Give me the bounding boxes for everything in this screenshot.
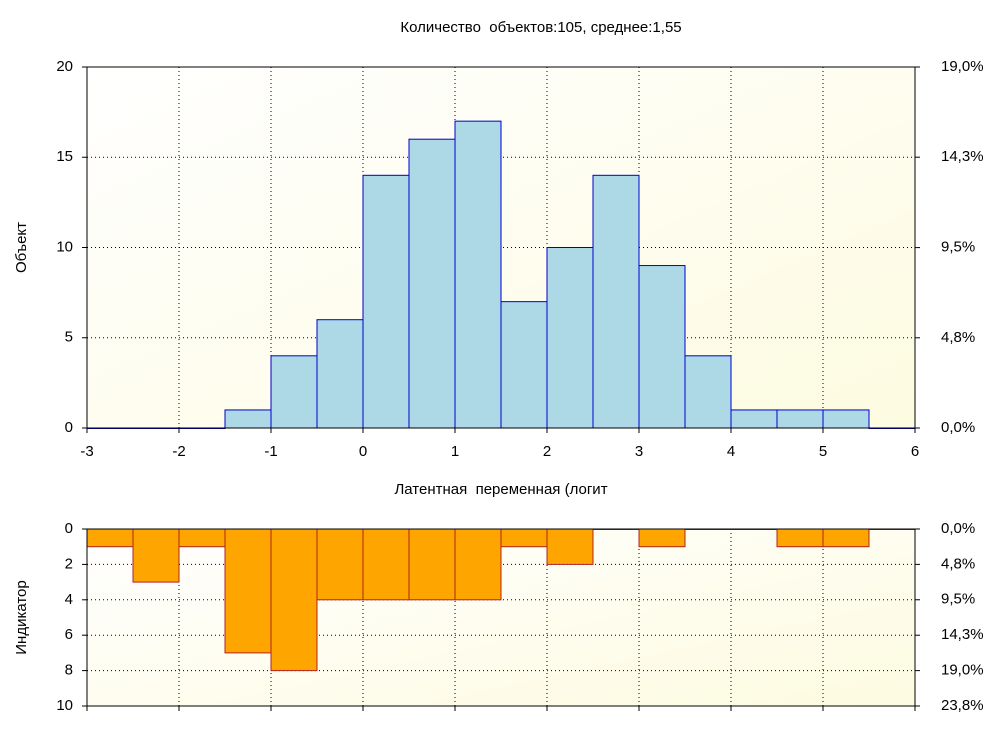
bar: [316, 528, 364, 601]
x-tick-label: 4: [727, 443, 735, 460]
bar: [730, 409, 778, 429]
bar: [270, 355, 318, 429]
y-axis-label: Индикатор: [13, 580, 30, 655]
bar: [546, 528, 594, 565]
bar: [638, 528, 686, 548]
x-tick-label: -1: [264, 443, 277, 460]
bar: [362, 528, 410, 601]
y2-tick-label: 9,5%: [941, 239, 975, 256]
bar: [592, 174, 640, 429]
y2-tick-label: 19,0%: [941, 662, 984, 679]
y-tick-label: 4: [65, 591, 73, 608]
x-tick-label: -2: [172, 443, 185, 460]
bar: [270, 528, 318, 672]
bar: [86, 528, 134, 548]
y2-tick-label: 0,0%: [941, 419, 975, 436]
plot-frame: [86, 528, 916, 707]
y-tick-label: 20: [56, 58, 73, 75]
bar: [500, 528, 548, 548]
y-tick-label: 10: [56, 238, 73, 255]
bar: [178, 528, 226, 548]
y2-tick-label: 0,0%: [941, 520, 975, 537]
bar: [500, 301, 548, 429]
y-tick-label: 8: [65, 662, 73, 679]
y-tick-label: 6: [65, 626, 73, 643]
x-tick-label: 0: [359, 443, 367, 460]
y2-tick-label: 9,5%: [941, 591, 975, 608]
bar: [224, 528, 272, 654]
y2-tick-label: 4,8%: [941, 555, 975, 572]
x-tick-label: 2: [543, 443, 551, 460]
y-tick-label: 0: [65, 520, 73, 537]
y-tick-label: 5: [65, 329, 73, 346]
bar: [776, 528, 824, 548]
bar: [638, 265, 686, 429]
x-tick-label: -3: [80, 443, 93, 460]
x-tick-label: 1: [451, 443, 459, 460]
y-tick-label: 0: [65, 419, 73, 436]
bar: [822, 528, 870, 548]
bar: [454, 528, 502, 601]
bar: [822, 409, 870, 429]
bar: [408, 528, 456, 601]
chart-title: Количество объектов:105, среднее:1,55: [400, 19, 681, 36]
bar: [224, 409, 272, 429]
bar: [684, 355, 732, 429]
x-tick-label: 6: [911, 443, 919, 460]
bar: [132, 528, 180, 583]
y-tick-label: 15: [56, 148, 73, 165]
bar: [454, 120, 502, 429]
bar: [776, 409, 824, 429]
bar: [316, 319, 364, 429]
x-tick-label: 3: [635, 443, 643, 460]
y2-tick-label: 19,0%: [941, 58, 984, 75]
y2-tick-label: 23,8%: [941, 697, 984, 714]
bar: [546, 247, 594, 429]
y2-tick-label: 14,3%: [941, 626, 984, 643]
y-tick-label: 10: [56, 697, 73, 714]
y-axis-label: Объект: [13, 222, 30, 273]
x-tick-label: 5: [819, 443, 827, 460]
x-axis-label: Латентная переменная (логит: [394, 481, 607, 498]
bar: [408, 138, 456, 429]
y2-tick-label: 4,8%: [941, 329, 975, 346]
y2-tick-label: 14,3%: [941, 148, 984, 165]
y-tick-label: 2: [65, 555, 73, 572]
bar: [362, 174, 410, 429]
